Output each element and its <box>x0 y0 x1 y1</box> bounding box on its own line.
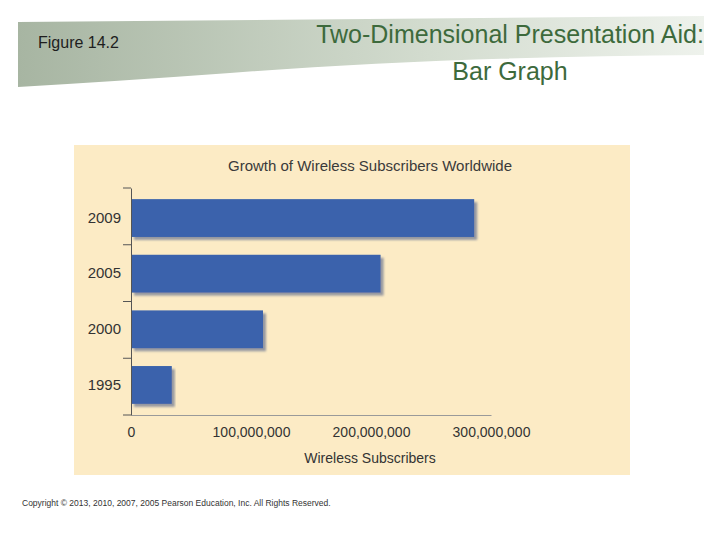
bars <box>131 199 474 404</box>
category-divider <box>123 358 131 359</box>
bar <box>131 255 381 293</box>
copyright: Copyright © 2013, 2010, 2007, 2005 Pears… <box>22 498 331 508</box>
category-divider <box>123 301 131 302</box>
y-tick: 1995 <box>88 376 131 393</box>
chart-panel <box>74 145 630 475</box>
chart-title: Growth of Wireless Subscribers Worldwide <box>228 157 512 174</box>
bar <box>131 310 263 348</box>
bar <box>131 199 474 237</box>
x-tick-label: 100,000,000 <box>213 424 291 440</box>
slide-canvas: Figure 14.2 Copyright © 2013, 2010, 2007,… <box>0 0 720 540</box>
x-tick-label: 300,000,000 <box>453 424 531 440</box>
y-tick-label: 1995 <box>88 376 121 393</box>
x-axis-line <box>132 415 492 416</box>
y-axis: 2009 2005 2000 1995 <box>88 189 132 416</box>
x-tick-label: 200,000,000 <box>333 424 411 440</box>
category-divider <box>123 188 131 189</box>
x-tick: 100,000,000 <box>213 415 291 440</box>
x-tick-label: 0 <box>128 424 136 440</box>
y-tick-label: 2000 <box>88 320 121 337</box>
y-tick-label: 2005 <box>88 264 121 281</box>
category-divider <box>123 244 131 245</box>
bar <box>131 366 172 404</box>
y-tick: 2009 <box>88 209 131 226</box>
x-axis-title: Wireless Subscribers <box>304 450 435 466</box>
x-tick: 300,000,000 <box>453 415 531 440</box>
header-swoosh <box>18 56 704 88</box>
x-tick: 200,000,000 <box>333 415 411 440</box>
x-tick: 0 <box>128 415 136 440</box>
figure-label: Figure 14.2 <box>38 34 119 51</box>
y-tick: 2005 <box>88 264 131 281</box>
category-divider <box>123 415 131 416</box>
y-axis-line <box>131 189 132 416</box>
x-axis: 0 100,000,000 200,000,000 300,000,000 <box>128 415 531 440</box>
slide-heading: Two-Dimensional Presentation Aid: Bar Gr… <box>300 16 720 90</box>
y-tick-label: 2009 <box>88 209 121 226</box>
category-dividers <box>123 188 131 415</box>
y-tick: 2000 <box>88 320 131 337</box>
